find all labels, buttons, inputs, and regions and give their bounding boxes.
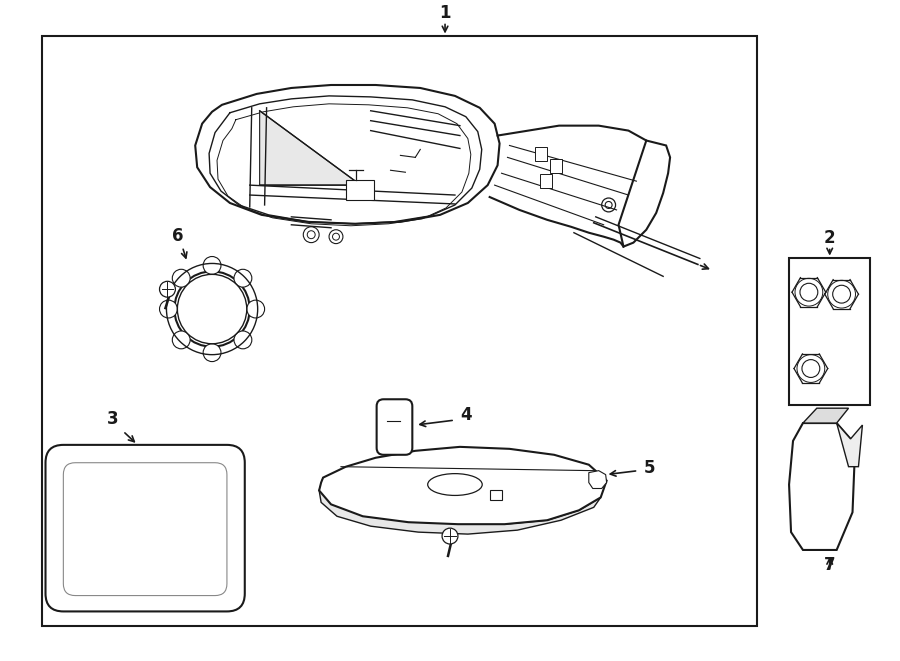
Polygon shape xyxy=(320,478,600,534)
FancyBboxPatch shape xyxy=(63,463,227,596)
Polygon shape xyxy=(789,423,854,550)
Circle shape xyxy=(442,528,458,544)
Polygon shape xyxy=(320,447,607,524)
Text: 6: 6 xyxy=(172,227,183,245)
Circle shape xyxy=(177,274,247,344)
Polygon shape xyxy=(589,471,607,488)
Circle shape xyxy=(203,256,221,274)
Polygon shape xyxy=(618,141,670,247)
Text: 5: 5 xyxy=(644,459,655,477)
Polygon shape xyxy=(837,423,862,467)
Circle shape xyxy=(172,269,190,287)
Bar xyxy=(536,147,547,161)
Text: 3: 3 xyxy=(107,410,119,428)
Text: 2: 2 xyxy=(824,229,835,247)
Polygon shape xyxy=(803,408,849,423)
Bar xyxy=(41,36,757,627)
Bar xyxy=(789,258,870,405)
Circle shape xyxy=(234,269,252,287)
Bar xyxy=(540,175,552,188)
Circle shape xyxy=(234,331,252,349)
Bar xyxy=(550,159,562,173)
Circle shape xyxy=(175,272,249,347)
Polygon shape xyxy=(195,85,500,224)
Text: 1: 1 xyxy=(439,3,451,22)
Bar xyxy=(490,490,501,500)
Text: 4: 4 xyxy=(460,406,472,424)
Circle shape xyxy=(159,300,177,318)
Circle shape xyxy=(247,300,265,318)
Text: 7: 7 xyxy=(824,556,835,574)
Circle shape xyxy=(159,282,176,297)
Circle shape xyxy=(203,344,221,362)
Polygon shape xyxy=(259,111,361,185)
FancyBboxPatch shape xyxy=(376,399,412,455)
Circle shape xyxy=(172,331,190,349)
Bar xyxy=(346,180,374,200)
FancyBboxPatch shape xyxy=(46,445,245,611)
